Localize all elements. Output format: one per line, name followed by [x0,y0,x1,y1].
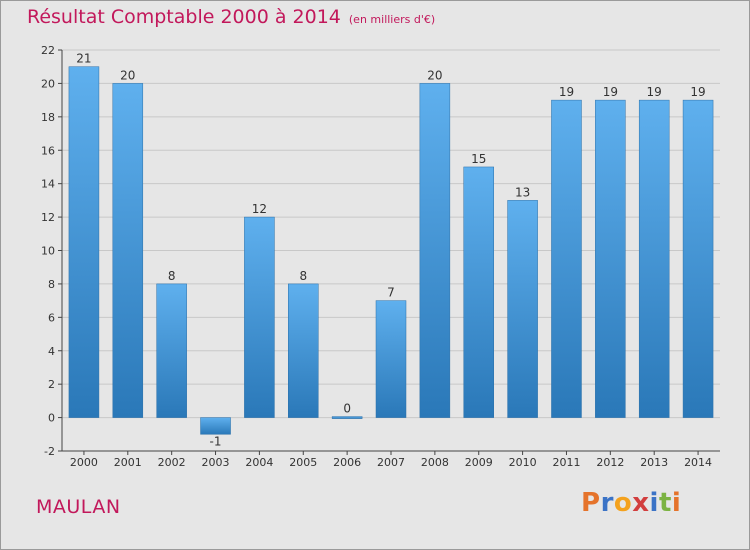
y-tick-label: 20 [41,77,55,90]
bar-value-label: 19 [690,85,705,99]
y-tick-label: 22 [41,44,55,57]
bar-value-label: 0 [343,402,351,416]
bar-value-label: 21 [76,52,91,66]
bar-2004 [244,216,275,418]
y-tick-label: 16 [41,144,55,157]
x-tick-label: 2008 [421,456,449,469]
logo-letter: x [632,488,650,518]
bar-value-label: 19 [647,85,662,99]
bar-value-label: 20 [427,68,442,82]
x-tick-label: 2009 [465,456,493,469]
bar-value-label: 20 [120,68,135,82]
y-tick-label: 8 [48,278,55,291]
x-tick-label: 2001 [114,456,142,469]
x-tick-label: 2003 [202,456,230,469]
bar-value-label: -1 [210,434,222,448]
bar-value-label: 19 [559,85,574,99]
y-tick-label: 4 [48,345,55,358]
bar-2007 [375,300,407,418]
x-tick-label: 2000 [70,456,98,469]
bar-2012 [595,99,626,418]
x-tick-label: 2013 [640,456,668,469]
bar-value-label: 7 [387,286,395,300]
chart-title: Résultat Comptable 2000 à 2014 (en millie… [27,6,435,28]
y-tick-label: 12 [41,211,55,224]
x-tick-label: 2007 [377,456,405,469]
data-labels: 21 20 8 -1 12 8 0 7 20 15 13 19 19 19 19 [76,52,705,449]
y-tick-label: 6 [48,311,55,324]
y-tick-label: 0 [48,412,55,425]
logo-letter: i [649,488,659,518]
y-tick-label: 18 [41,111,55,124]
bar-value-label: 15 [471,152,486,166]
y-tick-label: 14 [41,178,55,191]
proxiti-logo: Proxiti [581,488,681,518]
bar-2006 [331,416,363,419]
bars [68,66,714,435]
y-tick-label: 10 [41,245,55,258]
bar-value-label: 8 [299,269,307,283]
x-tick-label: 2002 [158,456,186,469]
y-tick-label: 2 [48,378,55,391]
x-tick-label: 2012 [596,456,624,469]
bar-2010 [507,200,538,418]
bar-value-label: 8 [168,269,176,283]
bar-2003 [200,417,231,435]
place-name: MAULAN [36,496,121,518]
bar-value-label: 13 [515,185,530,199]
x-tick-label: 2010 [509,456,537,469]
x-tick-label: 2004 [245,456,273,469]
bar-2001 [112,83,144,418]
bar-2013 [638,99,670,418]
x-tick-label: 2014 [684,456,712,469]
logo-letter: i [671,488,682,518]
bar-value-label: 19 [603,85,618,99]
logo-letter: P [581,488,601,518]
logo-letter: r [600,488,614,518]
x-tick-label: 2006 [333,456,361,469]
bar-2014 [682,99,714,418]
logo-letter: t [658,488,672,518]
bar-2000 [68,66,100,418]
logo-letter: o [613,488,633,518]
bar-value-label: 12 [252,202,267,216]
bar-2011 [551,99,582,418]
bar-2002 [156,283,187,418]
y-tick-label: -2 [44,445,55,458]
unit-note: (en milliers d'€) [348,13,436,26]
x-tick-label: 2005 [289,456,317,469]
chart-title-text: Résultat Comptable 2000 à 2014 [27,6,341,28]
x-tick-label: 2011 [552,456,580,469]
bar-2005 [288,283,319,418]
bar-2008 [419,83,451,418]
bar-2009 [463,166,494,418]
